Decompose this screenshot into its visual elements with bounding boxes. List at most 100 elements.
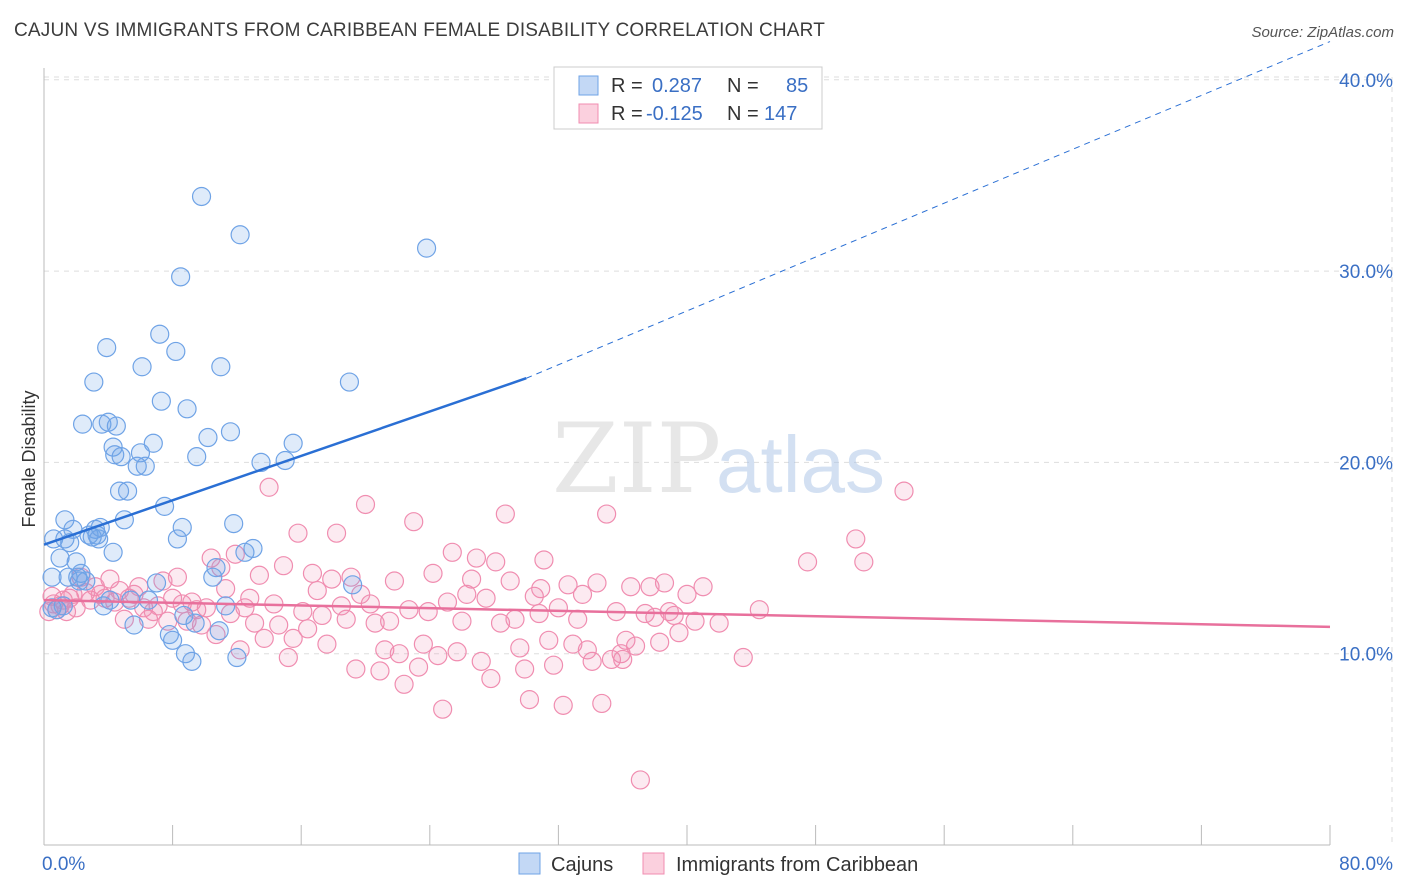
caribbean-point-82 bbox=[418, 602, 438, 622]
caribbean-point-134 bbox=[669, 623, 689, 643]
chart-title: CAJUN VS IMMIGRANTS FROM CARIBBEAN FEMAL… bbox=[14, 20, 826, 41]
cajun-point-16 bbox=[76, 571, 96, 591]
cajun-trend-line bbox=[43, 377, 527, 546]
cajun-point-11 bbox=[66, 552, 86, 572]
caribbean-point-95 bbox=[481, 668, 501, 689]
caribbean-point-116 bbox=[582, 651, 602, 671]
caribbean-point-77 bbox=[394, 674, 414, 694]
caribbean-point-48 bbox=[254, 628, 274, 648]
cajun-point-0 bbox=[42, 567, 62, 587]
caribbean-point-124 bbox=[621, 577, 641, 597]
caribbean-trend-line bbox=[43, 598, 1331, 629]
y-tick-labels: 10.0% 20.0% 30.0% 40.0% bbox=[1339, 71, 1393, 666]
cajun-point-32 bbox=[106, 416, 126, 436]
caribbean-point-83 bbox=[423, 563, 443, 583]
cajun-point-33 bbox=[109, 481, 130, 501]
caribbean-point-92 bbox=[466, 548, 487, 568]
caribbean-point-73 bbox=[375, 640, 395, 660]
cajun-points bbox=[42, 186, 437, 671]
caribbean-point-97 bbox=[490, 613, 511, 633]
caribbean-point-141 bbox=[797, 552, 818, 572]
cajun-point-37 bbox=[121, 590, 141, 610]
cajun-point-45 bbox=[146, 573, 167, 593]
cajun-point-71 bbox=[230, 225, 250, 245]
caribbean-point-58 bbox=[302, 563, 323, 583]
watermark-atlas: atlas bbox=[716, 420, 885, 509]
cajun-point-41 bbox=[132, 357, 152, 377]
caribbean-point-87 bbox=[442, 542, 462, 562]
caribbean-point-52 bbox=[273, 556, 294, 576]
cajun-point-53 bbox=[171, 267, 191, 287]
cajun-point-76 bbox=[339, 372, 360, 392]
y-tick-label-2: 30.0% bbox=[1339, 262, 1393, 283]
caribbean-point-109 bbox=[548, 598, 569, 618]
caribbean-point-91 bbox=[461, 569, 482, 589]
caribbean-point-111 bbox=[558, 575, 578, 595]
caribbean-point-96 bbox=[486, 552, 506, 572]
caribbean-point-63 bbox=[326, 523, 347, 543]
cajun-point-47 bbox=[151, 391, 171, 411]
caribbean-point-90 bbox=[457, 584, 477, 604]
caribbean-point-135 bbox=[677, 584, 697, 604]
caribbean-point-61 bbox=[317, 634, 337, 654]
caribbean-point-108 bbox=[543, 655, 564, 675]
caribbean-point-102 bbox=[515, 659, 535, 679]
x-tick-labels: 0.0% 80.0% bbox=[42, 854, 1393, 875]
caribbean-point-75 bbox=[384, 571, 405, 591]
caribbean-point-120 bbox=[601, 649, 622, 670]
caribbean-point-80 bbox=[408, 657, 429, 677]
legend-r-label-2: R = bbox=[611, 103, 643, 125]
source-note: Source: ZipAtlas.com bbox=[1251, 24, 1394, 41]
caribbean-point-126 bbox=[630, 770, 650, 790]
caribbean-point-79 bbox=[404, 512, 424, 532]
cajun-point-19 bbox=[84, 372, 104, 392]
caribbean-point-88 bbox=[447, 642, 467, 662]
cajun-point-77 bbox=[343, 575, 363, 595]
cajun-point-29 bbox=[103, 542, 123, 562]
cajun-point-46 bbox=[150, 324, 170, 344]
caribbean-point-139 bbox=[733, 647, 753, 668]
cajun-point-26 bbox=[97, 338, 117, 358]
caribbean-point-55 bbox=[288, 523, 308, 543]
caribbean-point-74 bbox=[380, 611, 400, 631]
caribbean-point-70 bbox=[360, 594, 380, 614]
caribbean-point-113 bbox=[568, 609, 588, 629]
cajun-point-52 bbox=[167, 529, 188, 549]
caribbean-point-81 bbox=[413, 634, 433, 654]
caribbean-point-128 bbox=[640, 577, 660, 597]
cajun-point-59 bbox=[185, 613, 205, 633]
caribbean-point-40 bbox=[216, 579, 236, 599]
legend-n-value-1: 85 bbox=[786, 75, 808, 97]
bottom-legend-cajuns: Cajuns bbox=[551, 854, 613, 876]
caribbean-point-84 bbox=[428, 646, 448, 666]
caribbean-point-78 bbox=[399, 600, 419, 620]
legend-swatch-cajuns bbox=[578, 75, 599, 96]
cajun-point-75 bbox=[283, 433, 303, 453]
caribbean-point-85 bbox=[433, 699, 453, 719]
caribbean-point-117 bbox=[587, 573, 607, 593]
cajun-point-44 bbox=[143, 433, 163, 453]
caribbean-point-119 bbox=[597, 504, 617, 524]
caribbean-point-145 bbox=[531, 579, 551, 599]
caribbean-points bbox=[39, 477, 914, 790]
caribbean-point-130 bbox=[650, 632, 670, 652]
cajun-point-13 bbox=[69, 571, 89, 591]
legend-n-label-1: N = bbox=[727, 75, 759, 97]
caribbean-point-133 bbox=[664, 605, 684, 626]
caribbean-point-30 bbox=[167, 567, 188, 587]
cajun-point-55 bbox=[174, 605, 194, 626]
caribbean-point-89 bbox=[452, 611, 472, 631]
caribbean-point-65 bbox=[336, 609, 356, 629]
cajun-point-69 bbox=[224, 514, 244, 534]
caribbean-point-66 bbox=[341, 567, 361, 587]
caribbean-point-105 bbox=[529, 603, 549, 624]
caribbean-point-60 bbox=[312, 605, 332, 626]
y-tick-label-1: 20.0% bbox=[1339, 453, 1393, 474]
legend-r-value-1: 0.287 bbox=[652, 75, 702, 97]
caribbean-point-93 bbox=[471, 651, 491, 671]
caribbean-point-138 bbox=[709, 613, 729, 633]
caribbean-point-112 bbox=[563, 634, 583, 654]
cajun-point-15 bbox=[72, 414, 93, 434]
cajun-point-65 bbox=[209, 621, 229, 641]
legend-swatch-caribbean bbox=[578, 103, 599, 124]
